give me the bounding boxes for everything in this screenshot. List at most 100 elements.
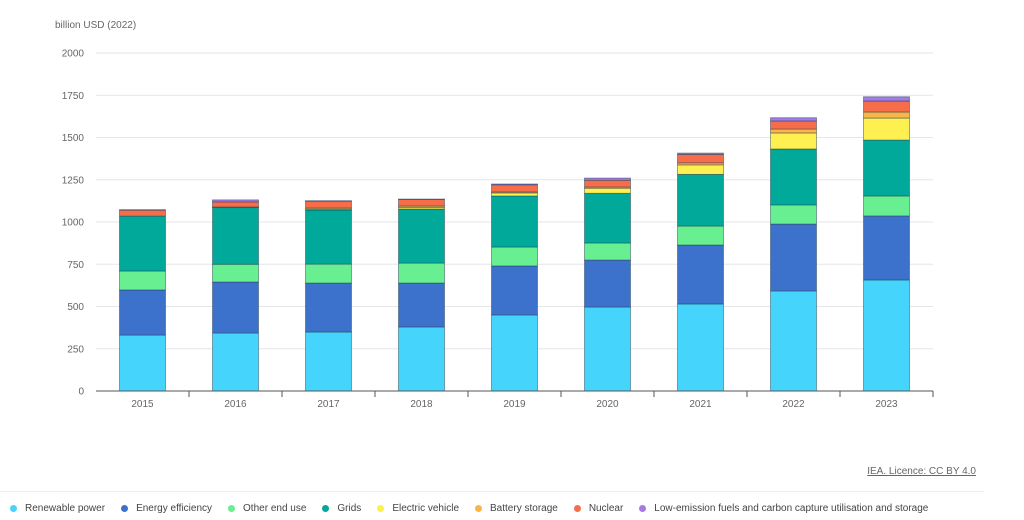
legend-swatch-icon: [10, 505, 17, 512]
legend-label: Energy efficiency: [136, 503, 213, 514]
x-axis: 2015 2016 2017 2018 2019 2020 2021 2022 2023: [96, 390, 934, 410]
legend-item[interactable]: Energy efficiency: [121, 503, 212, 514]
bar-segment[interactable]: [305, 331, 352, 392]
x-tick-label: 2023: [875, 399, 898, 410]
bar-segment[interactable]: [677, 225, 724, 246]
bar-segment[interactable]: [398, 199, 445, 207]
bar-segment[interactable]: [863, 96, 910, 102]
x-tick-label: 2019: [503, 399, 526, 410]
bar-segment[interactable]: [863, 215, 910, 281]
bar-segment[interactable]: [398, 282, 445, 328]
bar-segment[interactable]: [491, 192, 538, 197]
bar-segment[interactable]: [770, 120, 817, 130]
bar-stack-2016: [212, 199, 259, 392]
legend-item[interactable]: Renewable power: [10, 503, 105, 514]
bar-segment[interactable]: [863, 111, 910, 119]
x-tick-label: 2018: [410, 399, 433, 410]
legend-swatch-icon: [121, 505, 129, 512]
bar-segment[interactable]: [863, 279, 910, 392]
bar-segment[interactable]: [398, 198, 445, 200]
bar-segment[interactable]: [491, 314, 538, 392]
bar-segment[interactable]: [584, 192, 631, 244]
bar-stack-2022: [770, 117, 817, 392]
y-tick-label: 1000: [62, 218, 85, 229]
y-tick-label: 1750: [62, 91, 85, 102]
bar-segment[interactable]: [584, 306, 631, 392]
y-tick-label: 1500: [62, 133, 85, 144]
bar-segment[interactable]: [212, 281, 259, 334]
bar-stack-2021: [677, 152, 724, 392]
legend-item[interactable]: Low-emission fuels and carbon capture ut…: [639, 503, 928, 514]
bar-segment[interactable]: [677, 173, 724, 227]
x-tick-label: 2020: [596, 399, 619, 410]
bar-segment[interactable]: [212, 199, 259, 203]
bar-stack-2017: [305, 200, 352, 392]
bar-segment[interactable]: [305, 200, 352, 202]
licence-link[interactable]: IEA. Licence: CC BY 4.0: [867, 466, 976, 477]
y-axis-ticks: 0 250 500 750 1000 1250 1500 1750 2000: [62, 49, 85, 398]
bar-segment[interactable]: [119, 209, 166, 217]
bar-segment[interactable]: [770, 204, 817, 225]
legend-label: Battery storage: [490, 503, 558, 514]
bar-segment[interactable]: [770, 117, 817, 122]
bar-segment[interactable]: [584, 177, 631, 181]
bar-segment[interactable]: [119, 209, 166, 211]
bar-segment[interactable]: [119, 215, 166, 272]
bar-segment[interactable]: [863, 100, 910, 113]
bar-segment[interactable]: [770, 223, 817, 292]
legend-label: Renewable power: [25, 503, 106, 514]
bar-segment[interactable]: [491, 246, 538, 267]
bar-segment[interactable]: [212, 207, 259, 265]
bar-segment[interactable]: [491, 184, 538, 193]
bar-segment[interactable]: [119, 334, 166, 392]
bar-segment[interactable]: [863, 139, 910, 197]
legend-divider: [0, 491, 984, 492]
bar-segment[interactable]: [677, 244, 724, 305]
bar-segment[interactable]: [491, 265, 538, 316]
legend-label: Grids: [337, 503, 362, 514]
bars: [119, 96, 910, 392]
bar-segment[interactable]: [398, 326, 445, 392]
bar-segment[interactable]: [863, 117, 910, 141]
bar-segment[interactable]: [305, 209, 352, 265]
bar-segment[interactable]: [584, 179, 631, 188]
bar-segment[interactable]: [212, 332, 259, 392]
bar-segment[interactable]: [584, 259, 631, 308]
bar-segment[interactable]: [398, 208, 445, 264]
y-tick-label: 750: [67, 260, 84, 271]
bar-segment[interactable]: [584, 187, 631, 194]
bar-segment[interactable]: [119, 270, 166, 291]
legend-swatch-icon: [377, 505, 385, 512]
legend-item[interactable]: Grids: [322, 503, 361, 514]
legend-label: Low-emission fuels and carbon capture ut…: [654, 503, 929, 514]
bar-segment[interactable]: [119, 289, 166, 336]
bar-segment[interactable]: [677, 303, 724, 392]
bar-segment[interactable]: [863, 195, 910, 217]
legend-item[interactable]: Other end use: [228, 503, 306, 514]
bar-segment[interactable]: [677, 153, 724, 164]
bar-segment[interactable]: [584, 242, 631, 261]
bar-segment[interactable]: [770, 132, 817, 150]
bar-segment[interactable]: [212, 201, 259, 208]
bar-segment[interactable]: [677, 152, 724, 155]
bar-segment[interactable]: [491, 183, 538, 186]
bar-segment[interactable]: [491, 195, 538, 248]
bar-segment[interactable]: [305, 200, 352, 209]
bar-stack-2023: [863, 96, 910, 392]
legend-item[interactable]: Nuclear: [573, 503, 623, 514]
x-tick-label: 2016: [224, 399, 247, 410]
y-tick-label: 250: [67, 344, 84, 355]
bar-segment[interactable]: [677, 164, 724, 175]
legend-item[interactable]: Electric vehicle: [377, 503, 459, 514]
legend-swatch-icon: [639, 505, 647, 512]
bar-segment[interactable]: [770, 128, 817, 134]
legend-item[interactable]: Battery storage: [475, 503, 558, 514]
bar-segment[interactable]: [770, 290, 817, 392]
bar-segment[interactable]: [770, 148, 817, 206]
y-tick-label: 2000: [62, 49, 85, 60]
bar-segment[interactable]: [212, 263, 259, 283]
bar-segment[interactable]: [305, 282, 352, 333]
bar-stack-2020: [584, 177, 631, 392]
bar-segment[interactable]: [305, 263, 352, 284]
bar-segment[interactable]: [398, 262, 445, 284]
